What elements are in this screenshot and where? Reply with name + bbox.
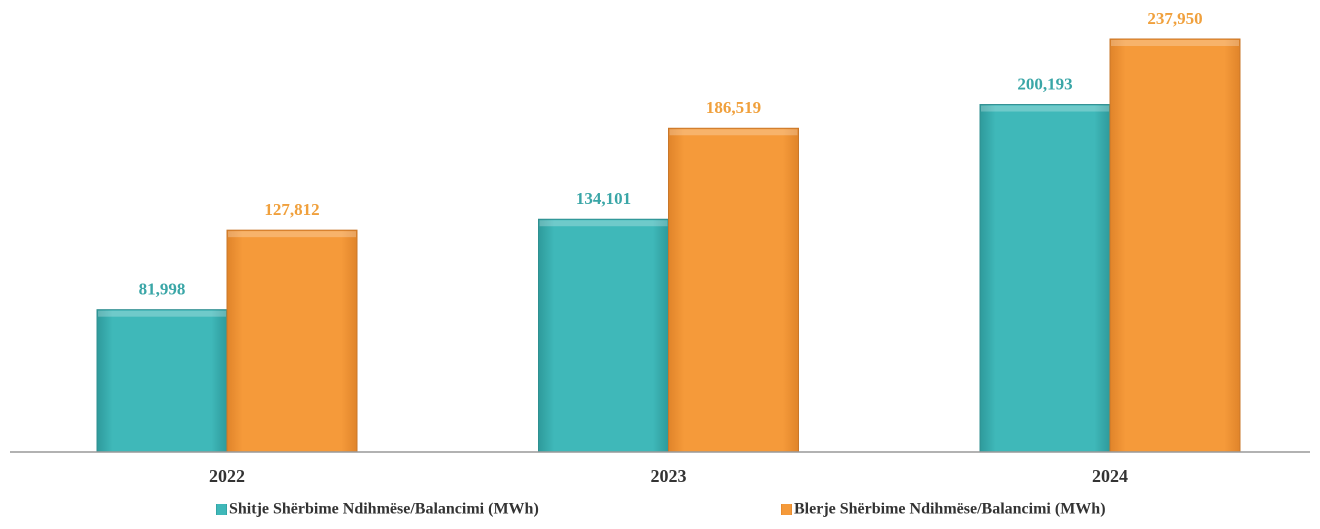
legend-swatch [781,504,792,515]
value-label: 81,998 [139,280,186,299]
bar [96,309,228,453]
legend-swatch [216,504,227,515]
value-label: 237,950 [1147,9,1202,28]
value-label: 186,519 [706,98,761,117]
bar [668,127,799,453]
value-label: 127,812 [264,200,319,219]
bar-bevel [98,310,226,317]
bar [1109,38,1241,453]
x-tick-label: 2022 [209,466,245,486]
value-label: 200,193 [1017,74,1072,93]
x-tick-label: 2023 [651,466,687,486]
bar [979,104,1111,453]
legend-label: Blerje Shërbime Ndihmëse/Balancimi (MWh) [794,501,1106,518]
bar [226,229,358,453]
value-label: 134,101 [576,189,631,208]
bar-bevel [669,129,798,136]
legend-label: Shitje Shërbime Ndihmëse/Balancimi (MWh) [229,501,539,518]
bar-bevel [981,105,1109,112]
bar [538,218,669,453]
bar-bevel [228,231,356,238]
bar-bevel [1111,40,1239,46]
x-tick-label: 2024 [1092,466,1128,486]
bar-bevel [539,220,668,227]
